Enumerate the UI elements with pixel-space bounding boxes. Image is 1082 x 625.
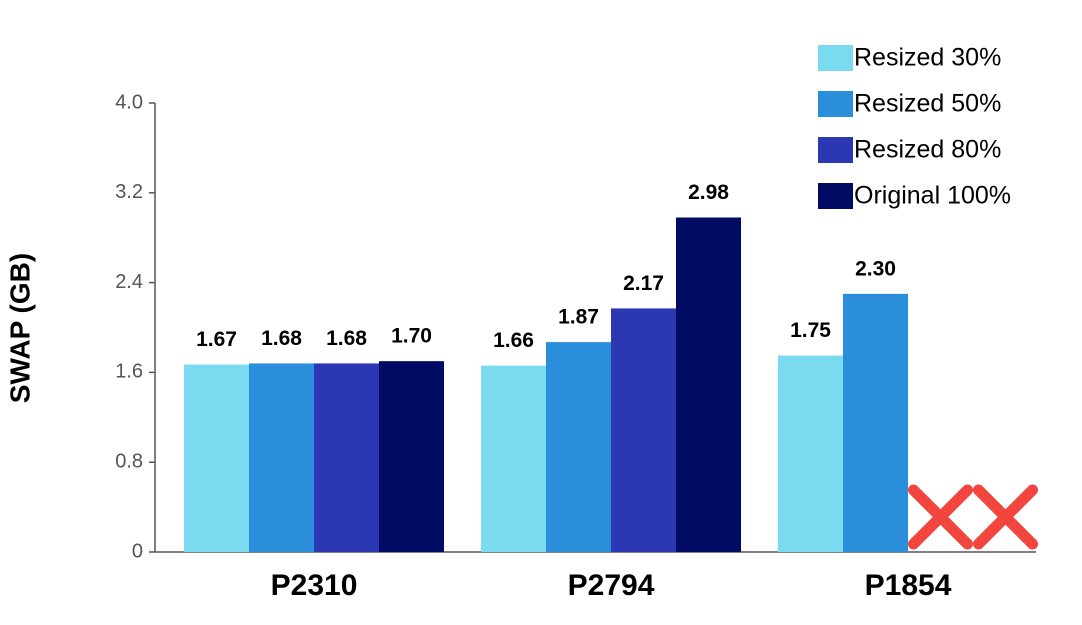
value-label: 1.68 bbox=[261, 327, 302, 350]
value-label: 1.87 bbox=[558, 306, 599, 329]
legend-swatch bbox=[818, 183, 853, 209]
bar bbox=[611, 308, 676, 552]
y-tick-label: 0 bbox=[132, 540, 143, 562]
value-label: 1.67 bbox=[196, 328, 237, 351]
y-tick-label: 1.6 bbox=[115, 361, 143, 383]
bar bbox=[481, 365, 546, 552]
legend-label: Resized 50% bbox=[854, 90, 1001, 118]
bar bbox=[676, 217, 741, 552]
legend-label: Resized 30% bbox=[854, 44, 1001, 72]
bar bbox=[249, 363, 314, 552]
y-axis-title: SWAP (GB) bbox=[4, 253, 35, 403]
missing-marker bbox=[908, 484, 973, 550]
value-label: 2.30 bbox=[855, 257, 896, 280]
y-tick-label: 3.2 bbox=[115, 181, 143, 203]
bar bbox=[184, 364, 249, 552]
bar bbox=[778, 355, 843, 552]
value-label: 2.98 bbox=[688, 181, 729, 204]
value-label: 1.75 bbox=[790, 319, 831, 342]
legend-swatch bbox=[818, 91, 853, 117]
y-tick-label: 0.8 bbox=[115, 450, 143, 472]
value-label: 1.68 bbox=[326, 327, 367, 350]
value-label: 1.70 bbox=[391, 325, 432, 348]
value-label: 2.17 bbox=[623, 272, 664, 295]
x-tick-label: P1854 bbox=[865, 569, 952, 602]
y-tick-label: 2.4 bbox=[115, 271, 143, 293]
legend-swatch bbox=[818, 45, 853, 71]
value-label: 1.66 bbox=[493, 329, 534, 352]
x-tick-label: P2794 bbox=[568, 569, 655, 602]
bar bbox=[379, 361, 444, 552]
legend-label: Original 100% bbox=[854, 182, 1011, 210]
y-tick-label: 4.0 bbox=[115, 91, 143, 113]
bar bbox=[843, 293, 908, 552]
legend-label: Resized 80% bbox=[854, 136, 1001, 164]
legend-swatch bbox=[818, 137, 853, 163]
bar bbox=[546, 342, 611, 552]
bar bbox=[314, 363, 379, 552]
x-tick-label: P2310 bbox=[271, 569, 358, 602]
missing-marker bbox=[973, 484, 1038, 550]
